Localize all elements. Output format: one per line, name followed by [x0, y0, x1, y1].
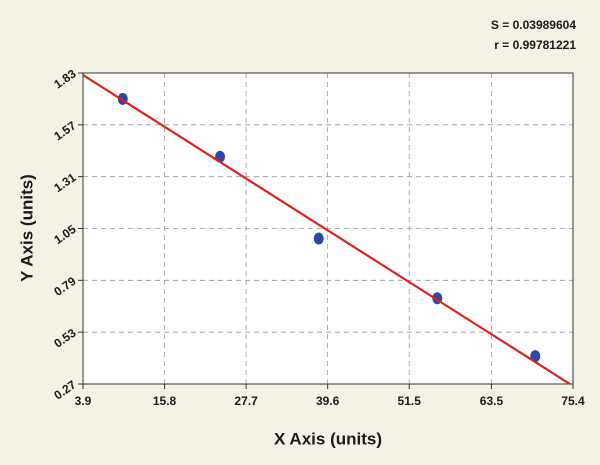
x-tick-label: 39.6 [316, 394, 340, 408]
point [530, 350, 541, 363]
y-tick-label: 0.53 [51, 326, 78, 351]
fit-line [83, 74, 572, 384]
x-tick-label: 15.8 [153, 394, 177, 408]
x-axis-label: X Axis (units) [274, 429, 382, 448]
y-axis-label: Y Axis (units) [17, 174, 36, 282]
x-tick-label: 3.9 [75, 394, 92, 408]
y-tick-label: 1.57 [51, 118, 78, 143]
y-tick-label: 1.05 [51, 222, 78, 247]
x-tick-label: 63.5 [480, 394, 504, 408]
y-tick-label: 1.31 [51, 170, 78, 195]
x-tick-label: 27.7 [234, 394, 258, 408]
plot-frame [82, 72, 574, 385]
point [313, 232, 324, 245]
annotation: r = 0.99781221 [494, 38, 576, 52]
x-tick-label: 75.4 [561, 394, 585, 408]
x-tick-label: 51.5 [398, 394, 422, 408]
y-tick-label: 1.83 [51, 66, 78, 91]
annotation: S = 0.03989604 [491, 18, 576, 32]
y-tick-label: 0.79 [51, 274, 78, 299]
